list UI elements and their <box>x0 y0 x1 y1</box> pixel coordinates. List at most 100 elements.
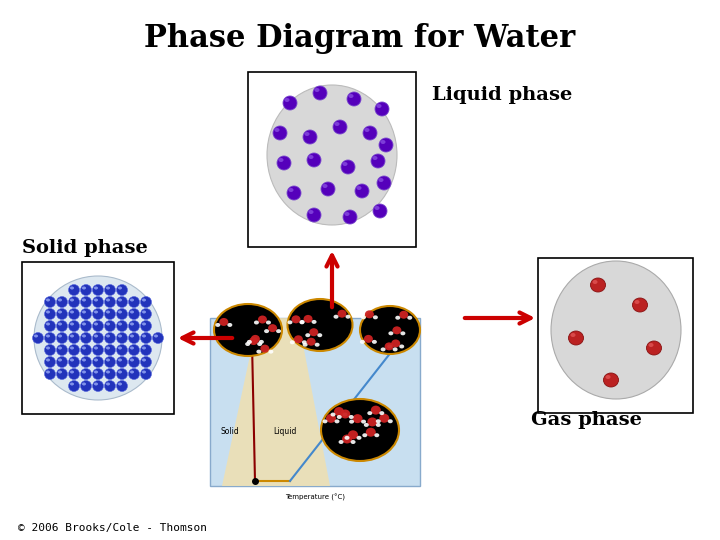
Ellipse shape <box>310 328 318 336</box>
Ellipse shape <box>140 296 151 307</box>
Ellipse shape <box>334 407 344 416</box>
Ellipse shape <box>81 296 91 307</box>
Ellipse shape <box>308 155 313 159</box>
Ellipse shape <box>56 333 68 343</box>
Ellipse shape <box>315 343 320 347</box>
Ellipse shape <box>341 409 350 418</box>
Ellipse shape <box>118 382 122 386</box>
Ellipse shape <box>343 413 348 416</box>
Ellipse shape <box>335 420 340 423</box>
Ellipse shape <box>361 315 366 319</box>
Text: Liquid: Liquid <box>274 428 297 436</box>
Ellipse shape <box>94 347 98 349</box>
Ellipse shape <box>277 156 291 170</box>
Ellipse shape <box>391 340 400 347</box>
Ellipse shape <box>341 160 355 174</box>
Text: Temperature (°C): Temperature (°C) <box>285 494 345 501</box>
Ellipse shape <box>118 299 122 301</box>
Ellipse shape <box>106 299 110 301</box>
Ellipse shape <box>81 308 91 320</box>
Ellipse shape <box>142 310 146 314</box>
Text: Gas phase: Gas phase <box>531 411 642 429</box>
Text: Solid phase: Solid phase <box>22 239 148 257</box>
Ellipse shape <box>70 287 74 289</box>
Ellipse shape <box>140 368 151 380</box>
Bar <box>248 72 416 247</box>
Ellipse shape <box>274 128 279 132</box>
Ellipse shape <box>56 356 68 368</box>
Ellipse shape <box>128 368 140 380</box>
Ellipse shape <box>323 420 328 423</box>
Ellipse shape <box>56 368 68 380</box>
Ellipse shape <box>287 320 292 325</box>
Ellipse shape <box>279 158 284 162</box>
Ellipse shape <box>94 310 98 314</box>
Ellipse shape <box>81 381 91 392</box>
Ellipse shape <box>376 419 381 423</box>
Ellipse shape <box>140 345 151 355</box>
Ellipse shape <box>261 345 269 353</box>
Ellipse shape <box>246 342 250 346</box>
Ellipse shape <box>117 356 127 368</box>
Ellipse shape <box>259 340 264 344</box>
Ellipse shape <box>106 370 110 374</box>
Ellipse shape <box>130 299 134 301</box>
Ellipse shape <box>128 333 140 343</box>
Ellipse shape <box>374 433 379 437</box>
Polygon shape <box>222 318 330 486</box>
Ellipse shape <box>104 356 115 368</box>
Ellipse shape <box>92 296 104 307</box>
Ellipse shape <box>128 356 140 368</box>
Ellipse shape <box>106 382 110 386</box>
Ellipse shape <box>326 414 336 423</box>
Ellipse shape <box>45 356 55 368</box>
Ellipse shape <box>364 423 369 427</box>
Ellipse shape <box>379 178 384 182</box>
Ellipse shape <box>283 96 297 110</box>
Ellipse shape <box>315 88 320 92</box>
Ellipse shape <box>81 345 91 355</box>
Ellipse shape <box>117 368 127 380</box>
Ellipse shape <box>130 347 134 349</box>
Ellipse shape <box>46 359 50 361</box>
Ellipse shape <box>374 206 379 210</box>
Ellipse shape <box>70 382 74 386</box>
Ellipse shape <box>32 333 43 343</box>
Ellipse shape <box>289 188 294 192</box>
Ellipse shape <box>258 315 267 323</box>
Ellipse shape <box>360 340 365 344</box>
Ellipse shape <box>70 359 74 361</box>
Ellipse shape <box>388 419 393 423</box>
Ellipse shape <box>300 320 305 324</box>
Ellipse shape <box>392 326 401 334</box>
Ellipse shape <box>388 332 393 335</box>
Text: Vapor: Vapor <box>354 428 376 436</box>
Ellipse shape <box>46 310 50 314</box>
Ellipse shape <box>68 296 79 307</box>
Ellipse shape <box>335 122 340 126</box>
Ellipse shape <box>353 414 363 423</box>
Ellipse shape <box>264 329 269 333</box>
Ellipse shape <box>570 333 575 337</box>
Ellipse shape <box>58 359 62 361</box>
Ellipse shape <box>58 334 62 338</box>
Ellipse shape <box>130 370 134 374</box>
Ellipse shape <box>251 335 260 343</box>
Ellipse shape <box>58 370 62 374</box>
Ellipse shape <box>142 359 146 361</box>
Ellipse shape <box>70 310 74 314</box>
Ellipse shape <box>307 338 315 346</box>
Ellipse shape <box>106 310 110 314</box>
Ellipse shape <box>343 162 348 166</box>
Ellipse shape <box>45 296 55 307</box>
Ellipse shape <box>117 285 127 295</box>
Ellipse shape <box>355 184 369 198</box>
Ellipse shape <box>366 428 376 437</box>
Ellipse shape <box>128 345 140 355</box>
Ellipse shape <box>360 306 420 354</box>
Ellipse shape <box>361 420 366 424</box>
Ellipse shape <box>142 322 146 326</box>
Ellipse shape <box>371 154 385 168</box>
Ellipse shape <box>104 333 115 343</box>
Ellipse shape <box>606 375 611 379</box>
